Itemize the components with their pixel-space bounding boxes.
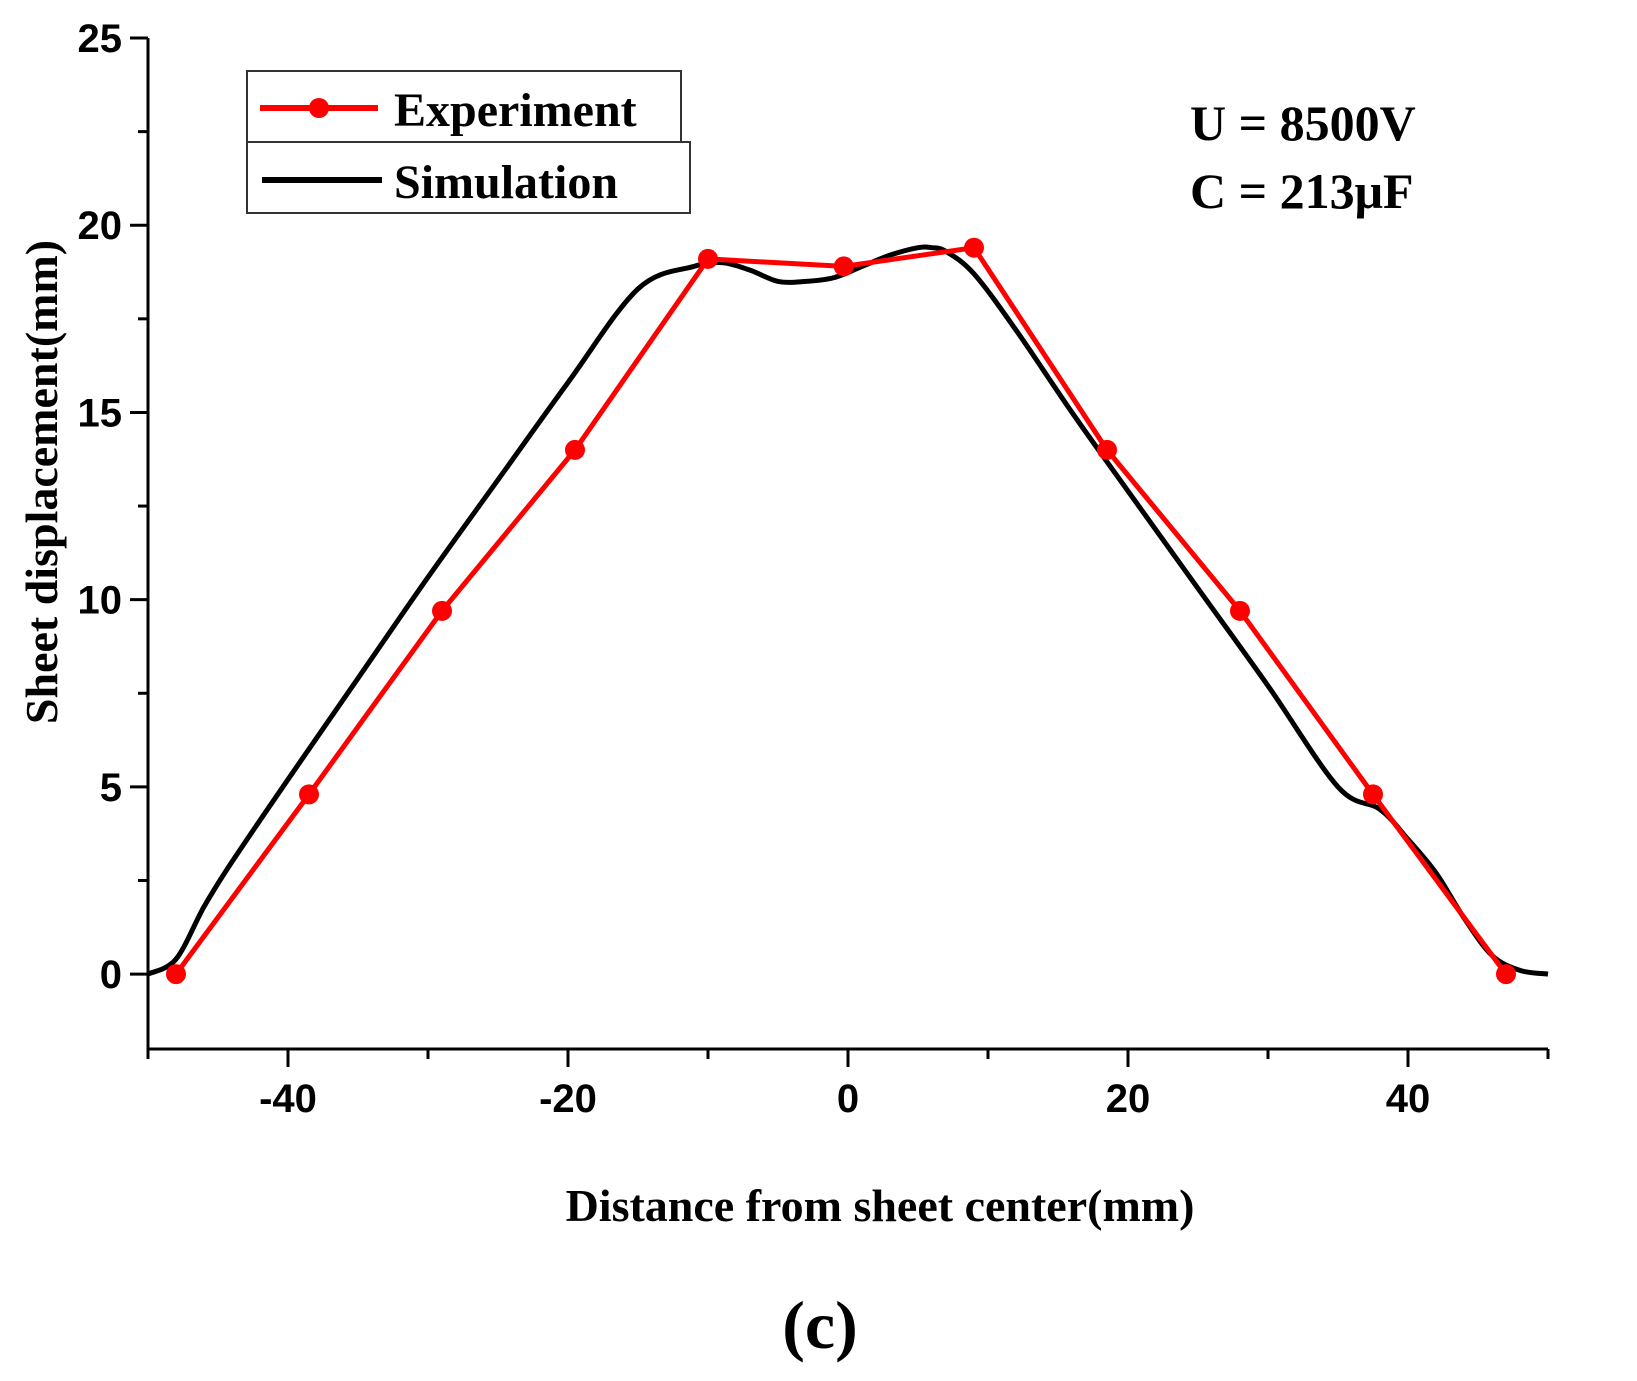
y-ticks: 0 5 10 15 20 25 — [78, 17, 148, 997]
experiment-point — [698, 248, 718, 269]
legend: Experiment Simulation — [246, 70, 691, 214]
x-axis-title: Distance from sheet center(mm) — [566, 1180, 1195, 1231]
y-axis-title: Sheet displacement(mm) — [16, 240, 67, 724]
x-tick-label: 0 — [837, 1077, 859, 1121]
series-line-simulation — [146, 244, 1549, 977]
x-tick-label: 40 — [1386, 1077, 1431, 1121]
series-layer — [146, 237, 1549, 985]
x-tick-label: -20 — [539, 1077, 597, 1121]
experiment-point — [1363, 784, 1383, 805]
x-ticks: -40 -20 0 20 40 — [146, 1049, 1550, 1121]
experiment-point — [964, 237, 984, 258]
experiment-point — [166, 964, 186, 985]
y-tick-label: 5 — [100, 766, 122, 810]
y-tick-label: 25 — [78, 17, 123, 61]
legend-marker-experiment — [309, 98, 329, 118]
x-tick-label: 20 — [1106, 1077, 1151, 1121]
annotation-capacitance: C = 213μF — [1190, 163, 1414, 219]
experiment-point — [565, 439, 585, 460]
experiment-point — [1496, 964, 1516, 985]
y-tick-label: 15 — [78, 391, 123, 435]
experiment-point — [432, 600, 452, 621]
y-tick-label: 20 — [78, 204, 123, 248]
panel-label: (c) — [782, 1287, 857, 1363]
annotation-voltage: U = 8500V — [1190, 95, 1416, 151]
experiment-point — [833, 256, 854, 277]
x-tick-label: -40 — [259, 1077, 317, 1121]
experiment-point — [1097, 439, 1117, 460]
legend-label-experiment: Experiment — [394, 84, 637, 137]
y-tick-label: 10 — [78, 579, 123, 623]
experiment-point — [299, 784, 319, 805]
y-tick-label: 0 — [100, 953, 122, 997]
experiment-point — [1230, 600, 1250, 621]
series-line-experiment — [173, 245, 1509, 976]
legend-label-simulation: Simulation — [394, 156, 618, 209]
